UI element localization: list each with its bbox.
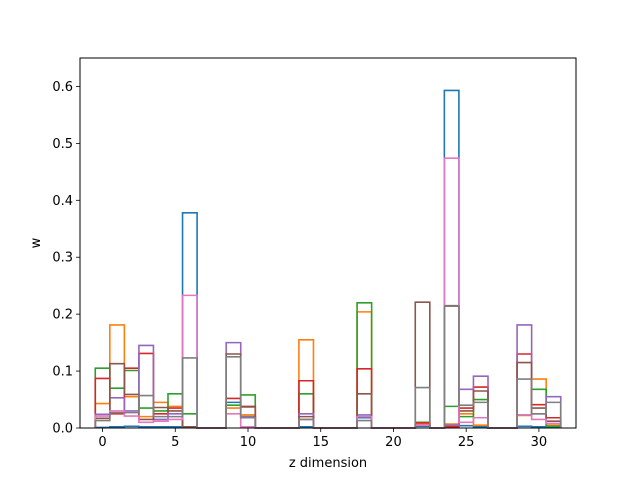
y-tick-label: 0.5 (52, 137, 73, 152)
y-tick-label: 0.0 (52, 422, 73, 437)
x-tick-label: 0 (98, 435, 106, 450)
y-tick-label: 0.3 (52, 251, 73, 266)
x-tick-label: 30 (531, 435, 548, 450)
y-tick-label: 0.4 (52, 194, 73, 209)
x-tick-label: 5 (171, 435, 179, 450)
y-tick-label: 0.2 (52, 308, 73, 323)
axes-frame (79, 57, 577, 429)
y-axis-label: w (29, 237, 44, 248)
y-axis-ticks: 0.0 0.1 0.2 0.3 0.4 0.5 0.6 (52, 80, 80, 437)
x-tick-label: 20 (385, 435, 402, 450)
y-tick-label: 0.1 (52, 365, 73, 380)
x-tick-label: 25 (458, 435, 475, 450)
axes-background (80, 58, 576, 428)
y-tick-label: 0.6 (52, 80, 73, 95)
x-axis-label: z dimension (289, 456, 367, 471)
x-tick-label: 15 (312, 435, 329, 450)
x-axis-ticks: 0 5 10 15 20 25 30 (98, 428, 547, 450)
x-tick-label: 10 (240, 435, 257, 450)
